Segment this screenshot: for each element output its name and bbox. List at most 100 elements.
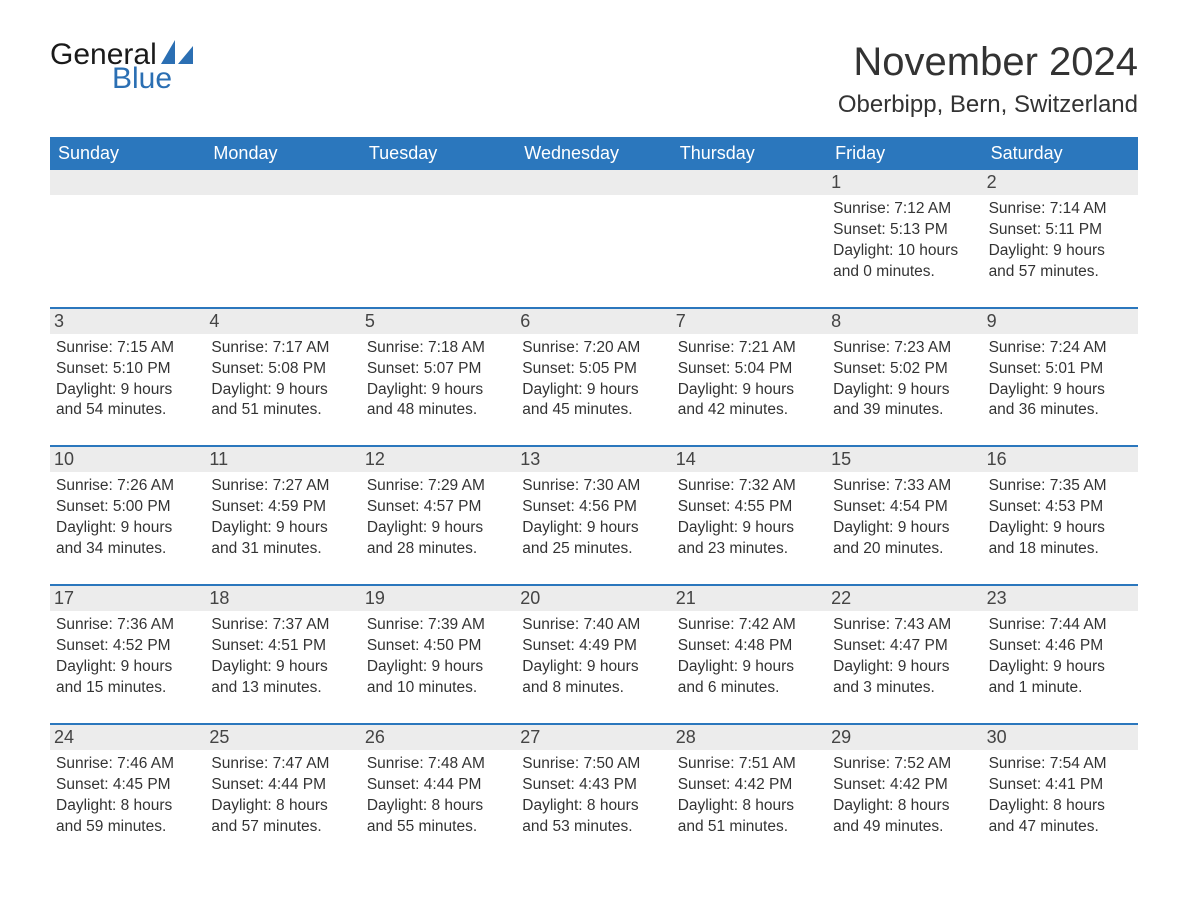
weeks-container: 1Sunrise: 7:12 AMSunset: 5:13 PMDaylight… — [50, 170, 1138, 861]
sunset-line: Sunset: 4:56 PM — [522, 497, 665, 518]
day-number: 17 — [50, 586, 205, 611]
daylight-line: Daylight: 9 hours and 25 minutes. — [522, 518, 665, 560]
day-body: Sunrise: 7:15 AMSunset: 5:10 PMDaylight:… — [56, 338, 199, 422]
daylight-line: Daylight: 9 hours and 39 minutes. — [833, 380, 976, 422]
daylight-line: Daylight: 9 hours and 8 minutes. — [522, 657, 665, 699]
day-cell: 16Sunrise: 7:35 AMSunset: 4:53 PMDayligh… — [983, 447, 1138, 584]
week-row: 1Sunrise: 7:12 AMSunset: 5:13 PMDaylight… — [50, 170, 1138, 307]
day-body: Sunrise: 7:27 AMSunset: 4:59 PMDaylight:… — [211, 476, 354, 560]
sunset-line: Sunset: 4:44 PM — [367, 775, 510, 796]
day-number: 23 — [983, 586, 1138, 611]
day-number: 11 — [205, 447, 360, 472]
daylight-line: Daylight: 9 hours and 20 minutes. — [833, 518, 976, 560]
sunset-line: Sunset: 4:47 PM — [833, 636, 976, 657]
day-number: 9 — [983, 309, 1138, 334]
day-number: 14 — [672, 447, 827, 472]
sunset-line: Sunset: 5:11 PM — [989, 220, 1132, 241]
sunset-line: Sunset: 5:04 PM — [678, 359, 821, 380]
sunrise-line: Sunrise: 7:52 AM — [833, 754, 976, 775]
sunrise-line: Sunrise: 7:48 AM — [367, 754, 510, 775]
sunset-line: Sunset: 4:42 PM — [678, 775, 821, 796]
sunrise-line: Sunrise: 7:43 AM — [833, 615, 976, 636]
day-cell — [672, 170, 827, 307]
day-cell: 7Sunrise: 7:21 AMSunset: 5:04 PMDaylight… — [672, 309, 827, 446]
sunrise-line: Sunrise: 7:27 AM — [211, 476, 354, 497]
day-number: 20 — [516, 586, 671, 611]
day-number: 27 — [516, 725, 671, 750]
month-title: November 2024 — [838, 40, 1138, 85]
daylight-line: Daylight: 9 hours and 34 minutes. — [56, 518, 199, 560]
sunset-line: Sunset: 4:52 PM — [56, 636, 199, 657]
day-number: 30 — [983, 725, 1138, 750]
day-body: Sunrise: 7:46 AMSunset: 4:45 PMDaylight:… — [56, 754, 199, 838]
sunset-line: Sunset: 5:01 PM — [989, 359, 1132, 380]
day-cell: 1Sunrise: 7:12 AMSunset: 5:13 PMDaylight… — [827, 170, 982, 307]
day-number: 10 — [50, 447, 205, 472]
day-cell: 8Sunrise: 7:23 AMSunset: 5:02 PMDaylight… — [827, 309, 982, 446]
sunrise-line: Sunrise: 7:32 AM — [678, 476, 821, 497]
sunset-line: Sunset: 5:00 PM — [56, 497, 199, 518]
day-cell: 14 Sunrise: 7:32 AMSunset: 4:55 PMDayligh… — [672, 447, 827, 584]
sunset-line: Sunset: 4:55 PM — [678, 497, 821, 518]
sunset-line: Sunset: 4:48 PM — [678, 636, 821, 657]
sunrise-line: Sunrise: 7:18 AM — [367, 338, 510, 359]
sunrise-line: Sunrise: 7:40 AM — [522, 615, 665, 636]
sunrise-line: Sunrise: 7:36 AM — [56, 615, 199, 636]
day-cell: 26Sunrise: 7:48 AMSunset: 4:44 PMDayligh… — [361, 725, 516, 862]
day-number: 29 — [827, 725, 982, 750]
dow-cell: Wednesday — [516, 137, 671, 170]
day-cell — [50, 170, 205, 307]
day-cell: 17Sunrise: 7:36 AMSunset: 4:52 PMDayligh… — [50, 586, 205, 723]
calendar: SundayMondayTuesdayWednesdayThursdayFrid… — [50, 137, 1138, 861]
daylight-line: Daylight: 9 hours and 18 minutes. — [989, 518, 1132, 560]
empty-daynum-bar — [361, 170, 516, 195]
day-number: 5 — [361, 309, 516, 334]
day-number: 25 — [205, 725, 360, 750]
brand-word2: Blue — [112, 64, 193, 94]
week-row: 10Sunrise: 7:26 AMSunset: 5:00 PMDayligh… — [50, 445, 1138, 584]
day-cell: 29Sunrise: 7:52 AMSunset: 4:42 PMDayligh… — [827, 725, 982, 862]
sunrise-line: Sunrise: 7:29 AM — [367, 476, 510, 497]
dow-cell: Sunday — [50, 137, 205, 170]
day-cell: 2Sunrise: 7:14 AMSunset: 5:11 PMDaylight… — [983, 170, 1138, 307]
day-cell: 25Sunrise: 7:47 AMSunset: 4:44 PMDayligh… — [205, 725, 360, 862]
day-number: 24 — [50, 725, 205, 750]
day-body: Sunrise: 7:48 AMSunset: 4:44 PMDaylight:… — [367, 754, 510, 838]
day-cell: 23Sunrise: 7:44 AMSunset: 4:46 PMDayligh… — [983, 586, 1138, 723]
day-cell: 12Sunrise: 7:29 AMSunset: 4:57 PMDayligh… — [361, 447, 516, 584]
day-number: 28 — [672, 725, 827, 750]
day-number: 1 — [827, 170, 982, 195]
sunset-line: Sunset: 4:53 PM — [989, 497, 1132, 518]
daylight-line: Daylight: 9 hours and 10 minutes. — [367, 657, 510, 699]
sunset-line: Sunset: 5:13 PM — [833, 220, 976, 241]
day-body: Sunrise: 7:24 AMSunset: 5:01 PMDaylight:… — [989, 338, 1132, 422]
sunset-line: Sunset: 4:49 PM — [522, 636, 665, 657]
sunset-line: Sunset: 4:44 PM — [211, 775, 354, 796]
day-body: Sunrise: 7:50 AMSunset: 4:43 PMDaylight:… — [522, 754, 665, 838]
daylight-line: Daylight: 8 hours and 53 minutes. — [522, 796, 665, 838]
day-cell: 27 Sunrise: 7:50 AMSunset: 4:43 PMDayligh… — [516, 725, 671, 862]
daylight-line: Daylight: 9 hours and 1 minute. — [989, 657, 1132, 699]
sunset-line: Sunset: 4:51 PM — [211, 636, 354, 657]
day-cell: 19Sunrise: 7:39 AMSunset: 4:50 PMDayligh… — [361, 586, 516, 723]
day-number: 21 — [672, 586, 827, 611]
sunrise-line: Sunrise: 7:17 AM — [211, 338, 354, 359]
sunset-line: Sunset: 5:05 PM — [522, 359, 665, 380]
sunset-line: Sunset: 4:43 PM — [522, 775, 665, 796]
daylight-line: Daylight: 9 hours and 13 minutes. — [211, 657, 354, 699]
day-number: 7 — [672, 309, 827, 334]
day-cell: 22Sunrise: 7:43 AMSunset: 4:47 PMDayligh… — [827, 586, 982, 723]
sunrise-line: Sunrise: 7:24 AM — [989, 338, 1132, 359]
sunrise-line: Sunrise: 7:26 AM — [56, 476, 199, 497]
day-cell: 18Sunrise: 7:37 AMSunset: 4:51 PMDayligh… — [205, 586, 360, 723]
daylight-line: Daylight: 9 hours and 45 minutes. — [522, 380, 665, 422]
sunrise-line: Sunrise: 7:14 AM — [989, 199, 1132, 220]
daylight-line: Daylight: 9 hours and 48 minutes. — [367, 380, 510, 422]
day-cell: 21Sunrise: 7:42 AMSunset: 4:48 PMDayligh… — [672, 586, 827, 723]
day-number: 16 — [983, 447, 1138, 472]
sail-icon — [161, 40, 193, 64]
day-number: 8 — [827, 309, 982, 334]
daylight-line: Daylight: 9 hours and 6 minutes. — [678, 657, 821, 699]
sunrise-line: Sunrise: 7:51 AM — [678, 754, 821, 775]
day-body: Sunrise: 7:32 AMSunset: 4:55 PMDaylight:… — [678, 476, 821, 560]
